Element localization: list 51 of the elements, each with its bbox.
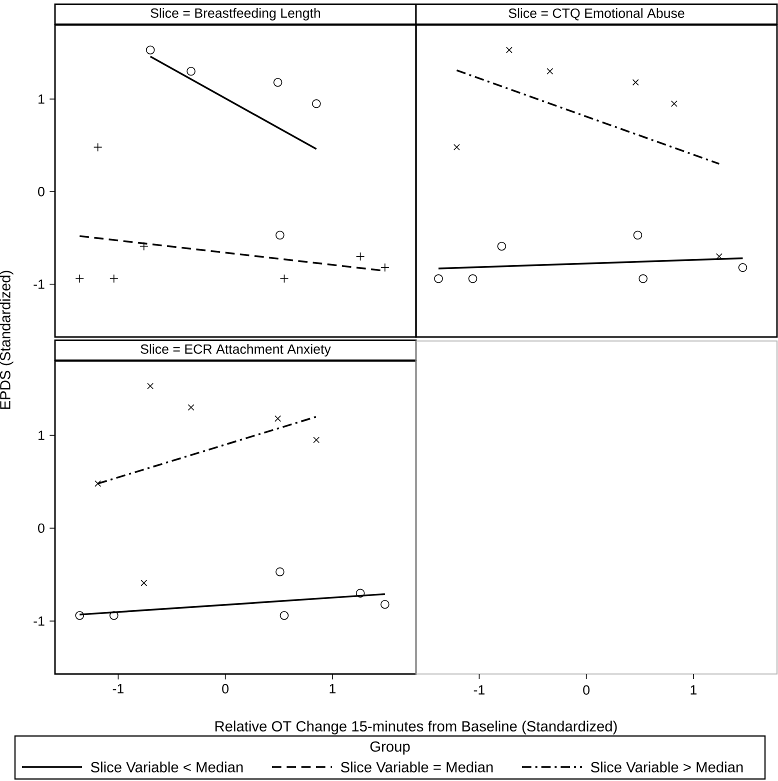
- point: [186, 66, 196, 76]
- point: [140, 242, 148, 251]
- chart-title: Slice = CTQ Emotional Abuse: [508, 8, 684, 20]
- point: [434, 274, 443, 284]
- point: [75, 274, 84, 284]
- point: [638, 274, 648, 284]
- point: [453, 144, 460, 150]
- y-tick-label: -1: [34, 280, 44, 289]
- point: [356, 588, 365, 598]
- legend-label: Slice Variable = Median: [340, 762, 493, 772]
- point: [280, 274, 289, 284]
- point: [313, 436, 320, 444]
- point: [94, 480, 102, 487]
- chart-title: Slice = Breastfeeding Length: [150, 8, 320, 20]
- y-tick-label: 1: [38, 94, 44, 104]
- point: [276, 230, 284, 240]
- point: [506, 46, 512, 54]
- y-tick-label: 0: [38, 186, 44, 196]
- point: [738, 263, 748, 272]
- point: [468, 274, 478, 284]
- legend-label: Slice Variable < Median: [90, 762, 243, 772]
- x-axis-title: Relative OT Change 15-minutes from Baseline (Standardized): [215, 720, 617, 734]
- legend-title: Group: [370, 741, 410, 755]
- point: [546, 68, 554, 75]
- chart-title: Slice = ECR Attachment Anxiety: [140, 344, 331, 356]
- point: [633, 230, 642, 240]
- point: [140, 580, 148, 586]
- point: [497, 242, 506, 251]
- y-tick-label: -1: [34, 616, 44, 626]
- point: [356, 252, 365, 261]
- point: [632, 79, 639, 86]
- point: [380, 600, 390, 609]
- point: [276, 567, 284, 576]
- legend-label: Slice Variable > Median: [590, 762, 743, 772]
- x-tick-label: -1: [112, 684, 124, 694]
- point: [110, 611, 118, 620]
- x-tick-label: 1: [330, 684, 336, 694]
- point: [670, 100, 678, 107]
- y-axis-title: EPDS (Standardized): [0, 270, 14, 409]
- point: [188, 404, 194, 411]
- point: [274, 415, 282, 422]
- point: [147, 382, 154, 390]
- point: [146, 46, 155, 54]
- point: [93, 142, 102, 152]
- y-tick-label: 1: [38, 430, 44, 440]
- x-tick-label: 0: [222, 684, 229, 694]
- point: [273, 78, 282, 87]
- y-tick-label: 0: [38, 523, 44, 533]
- point: [75, 611, 84, 620]
- point: [312, 99, 321, 108]
- point: [280, 611, 289, 620]
